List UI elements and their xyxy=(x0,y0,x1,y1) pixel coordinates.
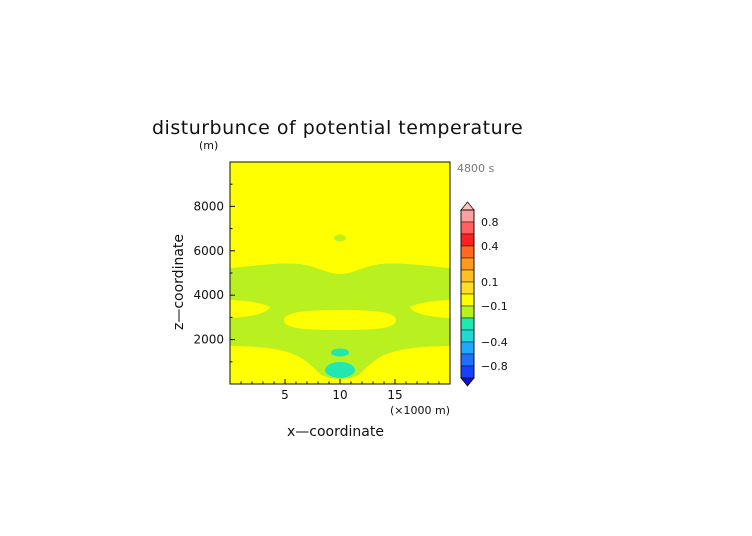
colorbar-label: −0.4 xyxy=(481,336,508,349)
colorbar-label: −0.8 xyxy=(481,360,508,373)
colorbar-segment xyxy=(460,365,475,379)
y-tick-label: 8000 xyxy=(193,199,224,213)
central-yellow-lens xyxy=(284,310,396,330)
x-axis-label: x—coordinate xyxy=(287,424,384,440)
colorbar-segment xyxy=(460,209,475,223)
colorbar-segment xyxy=(460,257,475,271)
colorbar-segment xyxy=(460,305,475,319)
chart-title: disturbunce of potential temperature xyxy=(152,117,523,139)
y-tick-label: 6000 xyxy=(193,244,224,258)
colorbar-segment xyxy=(460,221,475,235)
colorbar-segment xyxy=(460,317,475,331)
y-axis-label: z—coordinate xyxy=(171,234,187,330)
negative-cell-middle xyxy=(331,348,349,357)
x-tick-label: 15 xyxy=(387,388,402,402)
x-axis: 5 10 15 xyxy=(240,379,440,402)
y-tick-label: 2000 xyxy=(193,333,224,347)
colorbar-label: 0.1 xyxy=(481,276,499,289)
negative-cell-upper xyxy=(334,234,346,242)
colorbar-label: 0.4 xyxy=(481,240,499,253)
x-tick-label: 5 xyxy=(281,388,289,402)
colorbar-segment xyxy=(460,293,475,307)
y-tick-label: 4000 xyxy=(193,288,224,302)
colorbar-segment xyxy=(460,329,475,343)
colorbar-segment xyxy=(460,281,475,295)
colorbar-bottom-extension xyxy=(460,377,475,387)
colorbar-segment xyxy=(460,269,475,283)
colorbar-label: 0.8 xyxy=(481,216,499,229)
colorbar-top-extension xyxy=(460,201,475,211)
negative-cell-lower xyxy=(325,362,355,378)
time-label: 4800 s xyxy=(457,162,494,175)
colorbar-frame xyxy=(460,209,475,379)
colorbar-segment xyxy=(460,341,475,355)
colorbar-label: −0.1 xyxy=(481,300,508,313)
colorbar-segment xyxy=(460,353,475,367)
contour-field xyxy=(230,162,450,384)
x-tick-label: 10 xyxy=(332,388,347,402)
colorbar: 0.8 0.4 0.1 −0.1 −0.4 −0.8 xyxy=(460,201,508,387)
colorbar-segment xyxy=(460,245,475,259)
y-unit-label: (m) xyxy=(199,139,218,152)
x-unit-label: (×1000 m) xyxy=(390,404,450,417)
colorbar-segment xyxy=(460,233,475,247)
y-axis: 2000 4000 6000 8000 xyxy=(193,183,235,363)
